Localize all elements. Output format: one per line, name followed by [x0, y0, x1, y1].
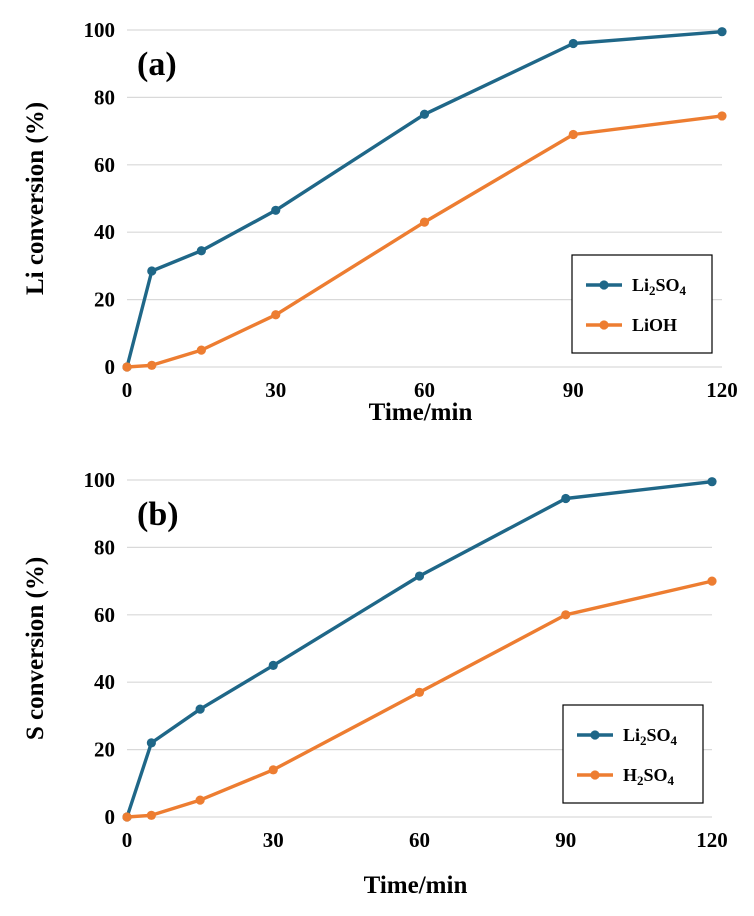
legend-text-part: SO: [656, 275, 680, 295]
data-point: [568, 129, 578, 140]
x-tick-label: 30: [265, 378, 286, 402]
data-point: [268, 765, 278, 775]
y-tick-label: 80: [94, 535, 115, 559]
data-point: [271, 205, 281, 215]
data-point: [147, 266, 157, 276]
y-tick-label: 100: [84, 18, 116, 42]
legend-label: Li2SO4: [632, 275, 687, 298]
data-point: [561, 610, 571, 620]
data-point: [707, 477, 717, 487]
y-tick-label: 40: [94, 670, 115, 694]
data-point: [414, 687, 425, 697]
legend-text-part: SO: [647, 725, 671, 745]
data-point: [195, 795, 205, 805]
data-point: [146, 738, 156, 748]
legend-subscript: 4: [680, 283, 687, 298]
data-point: [147, 360, 157, 370]
legend-subscript: 4: [668, 773, 675, 788]
x-tick-label: 90: [563, 378, 584, 402]
legend-label: H2SO4: [623, 765, 675, 788]
chart-panel-1: 0 20 40 60 80 100 0 30 60 90 120 Time/min S conversi…: [22, 468, 728, 899]
y-tick-label: 40: [94, 220, 115, 244]
data-point: [146, 810, 156, 820]
legend-swatch-marker: [590, 770, 600, 780]
legend-box: [571, 254, 713, 354]
legend-label: Li2SO4: [623, 725, 678, 748]
data-point: [196, 345, 206, 355]
legend-label: LiOH: [632, 315, 677, 335]
y-tick-label: 20: [94, 288, 115, 312]
data-point: [195, 704, 205, 714]
y-tick-label: 0: [105, 805, 116, 829]
y-axis-title: Li conversion (%): [22, 102, 49, 295]
data-point: [122, 812, 132, 822]
legend-swatch-marker: [590, 730, 600, 740]
data-point: [271, 310, 281, 320]
panel-label: (a): [137, 46, 177, 83]
x-tick-label: 90: [555, 828, 576, 852]
legend-subscript: 2: [637, 773, 644, 788]
legend-text-part: H: [623, 765, 637, 785]
legend-swatch-marker: [599, 320, 609, 330]
y-tick-label: 80: [94, 85, 115, 109]
x-tick-label: 0: [122, 378, 133, 402]
x-tick-label: 30: [263, 828, 284, 852]
data-point: [707, 576, 717, 586]
y-tick-label: 20: [94, 738, 115, 762]
legend-box: [562, 704, 704, 804]
data-point: [568, 38, 578, 49]
data-point: [419, 109, 430, 119]
data-point: [414, 571, 425, 581]
y-tick-label: 60: [94, 153, 115, 177]
data-point: [717, 27, 727, 37]
data-point: [561, 493, 571, 504]
legend-subscript: 4: [671, 733, 678, 748]
x-tick-label: 60: [414, 378, 435, 402]
data-point: [419, 217, 430, 227]
y-tick-label: 0: [105, 355, 116, 379]
x-axis-title: Time/min: [364, 872, 468, 899]
y-tick-label: 60: [94, 603, 115, 627]
x-axis-title: Time/min: [369, 399, 473, 426]
panel-label: (b): [137, 496, 179, 533]
data-point: [717, 111, 727, 121]
legend-text-part: SO: [644, 765, 668, 785]
legend-subscript: 2: [649, 283, 656, 298]
legend-text-part: Li: [623, 725, 640, 745]
data-point: [122, 362, 132, 372]
x-tick-label: 0: [122, 828, 133, 852]
x-tick-label: 120: [696, 828, 728, 852]
x-tick-label: 60: [409, 828, 430, 852]
data-point: [268, 660, 278, 670]
legend: Li2SO4 LiOH: [571, 254, 713, 354]
legend-text-part: Li: [632, 275, 649, 295]
legend-subscript: 2: [640, 733, 647, 748]
legend-swatch-marker: [599, 280, 609, 290]
y-tick-label: 100: [84, 468, 116, 492]
y-axis-title: S conversion (%): [22, 557, 49, 740]
data-point: [196, 246, 206, 256]
legend-text-part: LiOH: [632, 315, 677, 335]
chart-panel-0: 0 20 40 60 80 100 0 30 60 90 120 Time/min Li convers…: [22, 18, 738, 426]
x-tick-label: 120: [706, 378, 738, 402]
